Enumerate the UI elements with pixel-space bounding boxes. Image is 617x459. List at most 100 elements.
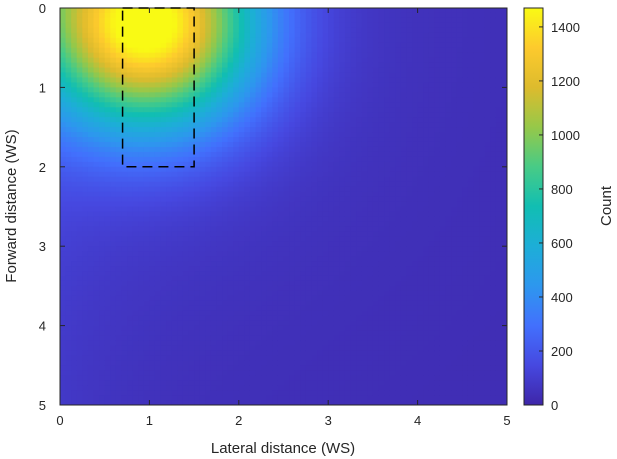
heatmap-cell <box>171 221 178 227</box>
heatmap-cell <box>356 12 363 19</box>
heatmap-cell <box>311 57 318 64</box>
heatmap-cell <box>177 360 184 366</box>
heatmap-cell <box>378 161 385 168</box>
heatmap-cell <box>104 57 111 64</box>
heatmap-cell <box>171 256 178 262</box>
heatmap-cell <box>171 141 178 148</box>
heatmap-cell <box>65 12 72 19</box>
heatmap-cell <box>361 181 368 188</box>
heatmap-cell <box>76 226 83 232</box>
heatmap-cell <box>216 285 223 292</box>
heatmap-cell <box>166 87 173 93</box>
heatmap-cell <box>87 211 95 218</box>
heatmap-cell <box>344 8 352 14</box>
heatmap-cell <box>378 395 385 401</box>
heatmap-cell <box>322 241 329 247</box>
heatmap-cell <box>71 300 78 307</box>
heatmap-cell <box>389 141 396 148</box>
heatmap-cell <box>171 246 178 252</box>
heatmap-cell <box>294 37 301 44</box>
heatmap-cell <box>143 117 150 123</box>
heatmap-cell <box>233 340 240 347</box>
heatmap-cell <box>194 325 201 332</box>
heatmap-cell <box>194 137 201 143</box>
heatmap-cell <box>233 355 240 361</box>
heatmap-cell <box>115 127 123 133</box>
heatmap-cell <box>350 261 357 267</box>
heatmap-cell <box>344 67 352 74</box>
heatmap-cell <box>372 365 380 371</box>
heatmap-cell <box>289 62 296 69</box>
heatmap-cell <box>182 221 190 227</box>
heatmap-cell <box>395 295 402 302</box>
heatmap-cell <box>367 211 374 218</box>
heatmap-cell <box>60 216 67 222</box>
heatmap-cell <box>110 305 117 312</box>
heatmap-cell <box>227 8 234 14</box>
heatmap-cell <box>356 17 363 24</box>
heatmap-cell <box>205 117 212 123</box>
heatmap-cell <box>361 52 368 59</box>
heatmap-cell <box>350 67 357 74</box>
heatmap-cell <box>384 196 391 203</box>
heatmap-cell <box>205 27 212 34</box>
heatmap-cell <box>166 251 173 257</box>
heatmap-cell <box>395 107 402 113</box>
heatmap-cell <box>367 390 374 396</box>
heatmap-cell <box>149 261 156 267</box>
heatmap-cell <box>177 151 184 158</box>
heatmap-cell <box>272 385 279 391</box>
heatmap-cell <box>104 17 111 24</box>
heatmap-cell <box>188 400 195 405</box>
heatmap-cell <box>188 112 195 118</box>
heatmap-cell <box>238 350 245 356</box>
heatmap-cell <box>294 156 301 163</box>
heatmap-cell <box>266 92 273 98</box>
heatmap-cell <box>361 365 368 371</box>
heatmap-cell <box>238 300 245 307</box>
heatmap-cell <box>110 310 117 317</box>
heatmap-cell <box>210 261 218 267</box>
heatmap-cell <box>384 280 391 287</box>
heatmap-cell <box>115 17 123 24</box>
heatmap-cell <box>76 385 83 391</box>
heatmap-cell <box>378 201 385 208</box>
heatmap-cell <box>266 67 273 74</box>
heatmap-cell <box>305 82 313 88</box>
heatmap-cell <box>333 246 340 252</box>
heatmap-cell <box>367 280 374 287</box>
heatmap-cell <box>277 137 285 143</box>
heatmap-cell <box>289 211 296 218</box>
heatmap-cell <box>344 370 352 376</box>
heatmap-cell <box>384 206 391 213</box>
heatmap-cell <box>277 340 285 347</box>
heatmap-cell <box>171 12 178 19</box>
heatmap-cell <box>283 42 290 49</box>
heatmap-cell <box>300 345 307 352</box>
heatmap-cell <box>233 395 240 401</box>
heatmap-cell <box>378 77 385 84</box>
heatmap-cell <box>261 315 268 322</box>
heatmap-cell <box>328 375 335 381</box>
heatmap-cell <box>93 206 100 213</box>
heatmap-cell <box>60 107 67 113</box>
heatmap-cell <box>400 340 408 347</box>
heatmap-cell <box>300 375 307 381</box>
heatmap-cell <box>138 102 145 108</box>
heatmap-cell <box>177 355 184 361</box>
heatmap-cell <box>384 186 391 193</box>
heatmap-cell <box>272 345 279 352</box>
heatmap-cell <box>272 285 279 292</box>
heatmap-cell <box>149 206 156 213</box>
heatmap-cell <box>227 325 234 332</box>
heatmap-cell <box>378 370 385 376</box>
heatmap-cell <box>289 156 296 163</box>
heatmap-cell <box>222 92 229 98</box>
heatmap-cell <box>300 112 307 118</box>
heatmap-cell <box>160 335 167 342</box>
heatmap-cell <box>115 385 123 391</box>
heatmap-cell <box>389 340 396 347</box>
heatmap-cell <box>154 241 162 247</box>
heatmap-cell <box>356 290 363 297</box>
heatmap-cell <box>400 246 408 252</box>
